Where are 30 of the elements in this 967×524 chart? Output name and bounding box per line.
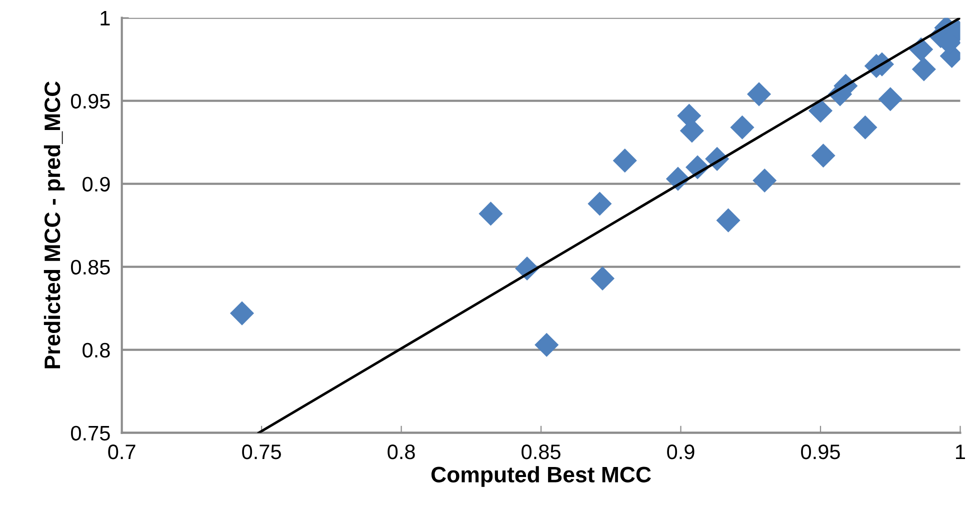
point	[716, 208, 740, 232]
point	[752, 168, 777, 193]
y-axis-title: Predicted MCC - pred_MCC	[44, 81, 65, 368]
y-tick-label: 1	[100, 11, 110, 26]
x-axis-title: Computed Best MCC	[431, 466, 651, 487]
x-tick-label: 0.7	[108, 444, 136, 460]
point	[811, 144, 836, 168]
point	[478, 202, 503, 226]
point	[853, 115, 878, 140]
x-tick-label: 1	[956, 444, 966, 460]
y-tick-label: 0.75	[71, 426, 110, 441]
y-tick-label: 0.95	[71, 94, 110, 109]
point	[230, 301, 254, 326]
x-tick-label: 0.85	[522, 444, 560, 460]
y-tick-label: 0.8	[82, 342, 110, 358]
point	[878, 87, 902, 112]
x-tick-label: 0.9	[667, 444, 694, 460]
point	[612, 148, 637, 173]
point	[746, 82, 772, 106]
point	[588, 192, 612, 216]
point	[912, 57, 936, 82]
point	[730, 115, 754, 140]
x-tick-label: 0.8	[388, 444, 415, 460]
x-tick-label: 0.75	[242, 444, 281, 460]
point	[808, 98, 833, 123]
point	[590, 266, 615, 290]
x-tick-label: 0.95	[801, 444, 840, 460]
point	[534, 332, 559, 357]
y-tick-label: 0.85	[71, 260, 110, 275]
y-tick-label: 0.9	[82, 176, 110, 192]
